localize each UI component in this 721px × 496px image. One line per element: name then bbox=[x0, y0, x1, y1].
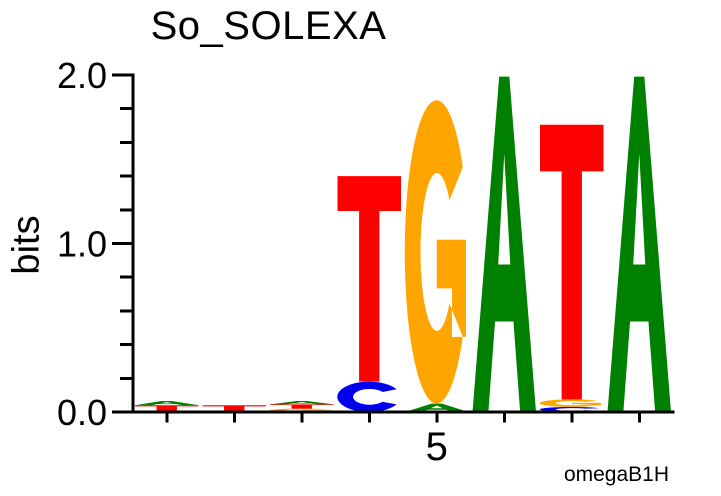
x-tick bbox=[165, 413, 169, 423]
logo-letter-T-pos2 bbox=[202, 405, 266, 412]
y-minor-tick bbox=[120, 309, 133, 313]
x-tick bbox=[570, 413, 574, 423]
y-major-tick bbox=[112, 410, 133, 414]
y-tick-label: 1.0 bbox=[57, 224, 107, 265]
logo-letter-G-pos7 bbox=[539, 399, 601, 407]
logo-letter-A-pos6 bbox=[472, 76, 536, 412]
y-minor-tick bbox=[120, 275, 133, 279]
logo-letter-A-pos1 bbox=[135, 401, 199, 406]
logo-letter-T-pos4 bbox=[337, 176, 401, 382]
logo-letter-A-pos3 bbox=[270, 401, 334, 405]
x-tick bbox=[367, 413, 371, 423]
credit-label: omegaB1H bbox=[563, 463, 669, 486]
y-minor-tick bbox=[120, 208, 133, 212]
logo-letter-C-pos4 bbox=[337, 381, 397, 412]
y-minor-tick bbox=[120, 140, 133, 144]
chart-title: So_SOLEXA bbox=[150, 4, 387, 48]
x-tick bbox=[502, 413, 506, 423]
logo-letter-T-pos7 bbox=[540, 124, 604, 400]
logo-letter-T-pos3 bbox=[270, 404, 334, 409]
logo-letter-T-pos1 bbox=[135, 405, 199, 412]
y-major-tick bbox=[112, 242, 133, 245]
x-axis-line bbox=[131, 410, 675, 414]
y-tick-label: 2.0 bbox=[57, 55, 107, 96]
x-tick bbox=[637, 413, 641, 423]
x-tick bbox=[435, 413, 439, 423]
logo-letter-G-pos5 bbox=[404, 100, 466, 404]
y-minor-tick bbox=[120, 174, 133, 178]
y-minor-tick bbox=[120, 343, 133, 347]
logo-letter-A-pos5 bbox=[405, 403, 469, 412]
y-tick-label: 0.0 bbox=[57, 392, 107, 433]
x-tick bbox=[300, 413, 304, 423]
logo-letter-A-pos8 bbox=[607, 76, 671, 412]
x-tick-label: 5 bbox=[426, 425, 448, 469]
x-tick bbox=[232, 413, 236, 423]
y-minor-tick bbox=[120, 376, 133, 380]
y-major-tick bbox=[112, 73, 133, 77]
y-axis-label: bits bbox=[5, 215, 48, 275]
y-minor-tick bbox=[120, 107, 133, 111]
